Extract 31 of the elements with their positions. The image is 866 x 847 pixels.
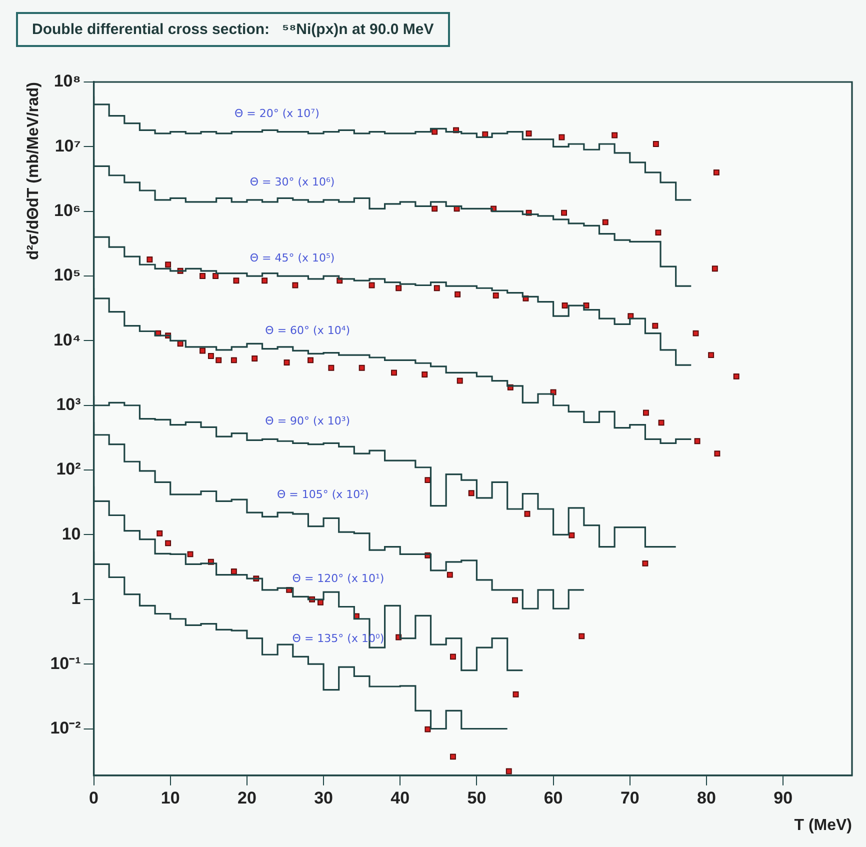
y-tick-label: 10³ <box>56 395 82 414</box>
x-tick-label: 40 <box>390 788 410 808</box>
x-tick-label: 10 <box>160 788 180 808</box>
y-tick-label: 10⁵ <box>54 266 81 285</box>
x-tick-label: 30 <box>314 788 333 808</box>
y-tick-label: 1 <box>71 589 81 608</box>
series-label: Θ = 105° (x 10²) <box>276 488 369 501</box>
x-axis-title: T (MeV) <box>794 816 852 834</box>
series-label: Θ = 120° (x 10¹) <box>292 572 384 586</box>
series-label: Θ = 90° (x 10³) <box>265 414 350 428</box>
series-label: Θ = 20° (x 10⁷) <box>234 107 320 120</box>
x-tick-label: 60 <box>544 788 563 808</box>
series-label: Θ = 30° (x 10⁶) <box>250 175 335 188</box>
x-tick-label: 70 <box>620 788 640 808</box>
series-label: Θ = 60° (x 10⁴) <box>265 324 350 338</box>
y-tick-label: 10 <box>62 524 81 544</box>
y-tick-label: 10⁴ <box>53 330 81 350</box>
y-axis-title: d²σ/dΘdT (mb/MeV/rad) <box>25 82 42 260</box>
x-tick-label: 90 <box>774 788 793 808</box>
y-tick-label: 10⁻² <box>50 718 82 738</box>
y-tick-label: 10⁸ <box>54 72 81 91</box>
y-tick-label: 10⁻¹ <box>50 654 82 673</box>
y-tick-label: 10⁶ <box>54 201 81 220</box>
x-tick-label: 80 <box>697 788 716 808</box>
series-label: Θ = 45° (x 10⁵) <box>250 251 335 264</box>
x-tick-label: 50 <box>467 788 486 808</box>
x-tick-label: 0 <box>89 788 99 808</box>
y-tick-label: 10⁷ <box>54 136 81 156</box>
chart-title: Double differential cross section: ⁵⁸Ni(px)n at 90.0 MeV <box>16 12 450 47</box>
y-tick-label: 10² <box>56 460 82 479</box>
x-tick-label: 20 <box>237 788 256 808</box>
